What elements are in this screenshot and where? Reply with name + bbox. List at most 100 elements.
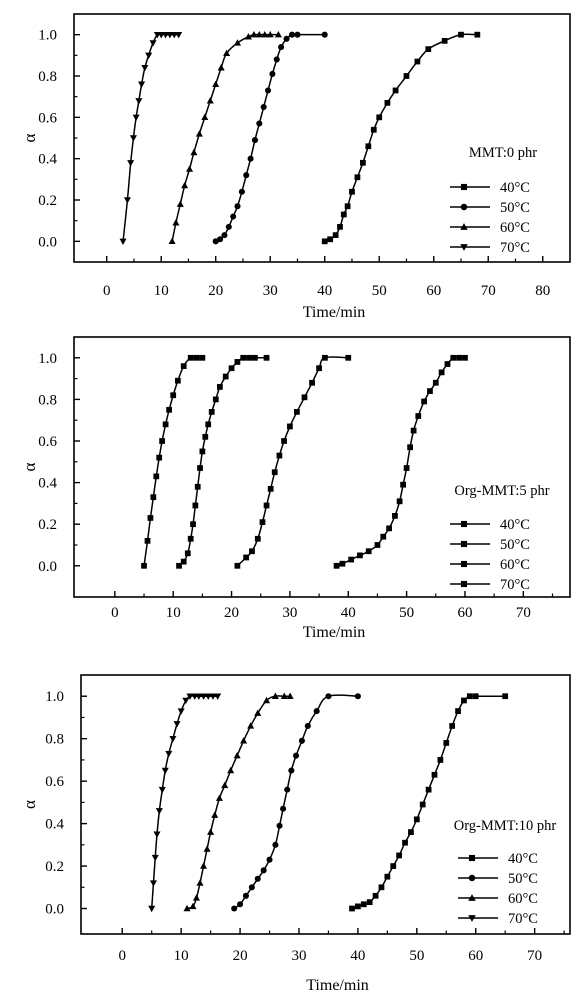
data-point (208, 409, 215, 415)
data-point (175, 31, 183, 39)
data-point (165, 750, 173, 758)
data-point (221, 781, 229, 789)
series-70Cc (119, 31, 183, 246)
data-point (410, 427, 417, 434)
x-tick-label: 70 (516, 605, 531, 621)
data-point (390, 863, 397, 869)
y-tick-label: 0.6 (38, 434, 57, 450)
data-point (148, 905, 156, 913)
legend: 40°C 50°C 60°C 70°C (450, 517, 530, 593)
data-point (427, 388, 433, 394)
data-point (402, 839, 408, 846)
data-point (502, 693, 509, 700)
data-point (153, 831, 161, 838)
data-point (206, 97, 214, 104)
data-point (288, 767, 295, 774)
data-point (403, 465, 410, 471)
data-point (280, 805, 287, 812)
data-point (287, 423, 293, 430)
data-point (151, 854, 159, 862)
series-line (178, 356, 267, 567)
data-point (273, 56, 280, 63)
y-tick-label: 1.0 (38, 28, 57, 44)
data-point (237, 901, 244, 908)
y-tick-label: 0.0 (45, 902, 64, 918)
y-tick-label: 0.2 (38, 193, 57, 209)
data-point (159, 438, 165, 444)
series-50Cc (212, 31, 328, 245)
data-point (263, 502, 270, 509)
panel-annotation: MMT:0 phr (469, 145, 537, 161)
data-point (211, 811, 219, 818)
data-point (443, 740, 450, 746)
data-point (202, 433, 209, 440)
data-point (294, 409, 300, 415)
data-point (384, 99, 391, 106)
x-tick-label: 60 (426, 283, 441, 299)
legend-marker (460, 223, 468, 230)
data-point (357, 552, 363, 559)
data-point (396, 852, 403, 859)
data-point (283, 35, 290, 42)
data-point (221, 232, 228, 239)
data-point (180, 363, 187, 369)
series-line (336, 356, 465, 567)
data-point (172, 219, 180, 226)
data-point (255, 30, 263, 38)
chart-panel-mmt-0phr: 0.0 0.2 0.4 0.6 0.8 1.0 0 10 20 30 40 50 60 70 80 Time/… (20, 13, 571, 321)
data-point (421, 398, 427, 405)
legend-marker (460, 244, 468, 251)
legend-label: 60°C (500, 220, 530, 236)
y-tick-label: 0.8 (38, 69, 57, 85)
data-point (141, 562, 147, 569)
legend-marker (468, 874, 476, 882)
data-point (325, 693, 332, 700)
data-point (414, 58, 421, 65)
data-point (149, 880, 157, 887)
data-point (332, 232, 339, 239)
series-line (351, 695, 506, 910)
y-tick-label: 0.4 (38, 152, 57, 168)
data-point (192, 502, 199, 509)
data-point (349, 188, 355, 195)
data-point (212, 396, 219, 403)
data-point (366, 899, 373, 906)
data-point (194, 483, 201, 490)
data-point (248, 884, 255, 891)
x-axis-label: Time/min (303, 304, 366, 321)
series-line (324, 33, 478, 243)
data-point (456, 354, 463, 361)
data-point (150, 494, 157, 501)
data-point (240, 737, 248, 744)
data-point (344, 203, 351, 210)
legend-marker (460, 183, 468, 191)
x-tick-label: 50 (399, 605, 414, 621)
legend-label: 50°C (500, 537, 530, 553)
data-point (298, 737, 305, 744)
data-point (156, 454, 163, 461)
data-point (276, 822, 283, 829)
y-axis-label: α (20, 800, 39, 809)
legend-label: 40°C (500, 517, 530, 533)
data-point (271, 469, 278, 476)
data-point (149, 40, 157, 47)
data-point (217, 236, 224, 243)
data-point (169, 735, 177, 743)
legend: 40°C 50°C 60°C 70°C (450, 180, 530, 256)
data-point (355, 903, 361, 910)
data-point (260, 103, 267, 111)
chart-panel-org-mmt-5phr: 0.0 0.2 0.4 0.6 0.8 1.0 0 10 20 30 40 50 60 70 Time/mi… (20, 336, 571, 641)
legend-label: 50°C (508, 871, 538, 887)
series-line (171, 33, 279, 242)
data-point (155, 808, 163, 815)
data-point (294, 31, 301, 38)
data-point (293, 752, 300, 759)
data-point (200, 862, 208, 869)
data-point (170, 392, 177, 399)
legend-marker (460, 203, 468, 211)
data-point (214, 693, 222, 700)
data-point (173, 721, 181, 728)
y-tick-label: 0.2 (38, 517, 57, 533)
data-point (340, 211, 347, 218)
data-point (195, 130, 203, 137)
